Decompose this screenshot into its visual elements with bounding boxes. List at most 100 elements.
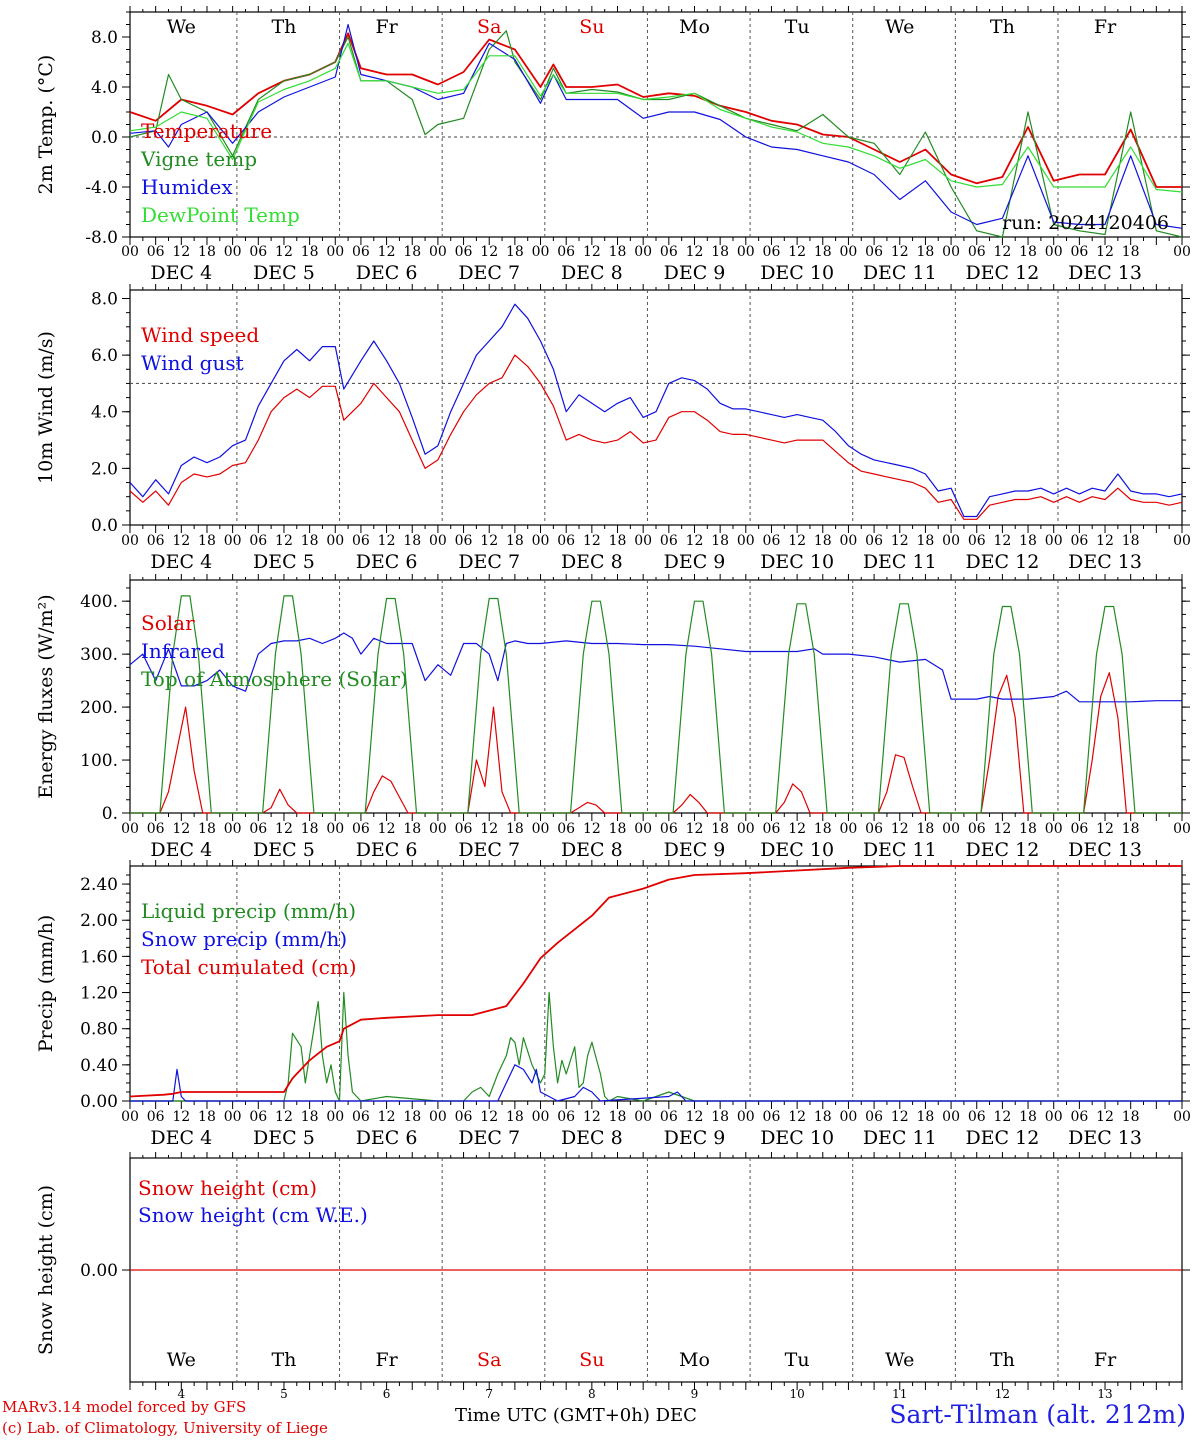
day-number-label: 7: [485, 1387, 493, 1401]
date-label: DEC 12: [965, 551, 1039, 573]
hour-tick-label: 06: [455, 821, 473, 837]
hour-tick-label: 12: [788, 821, 806, 837]
hour-tick-label: 12: [686, 533, 704, 549]
hour-tick-label: 06: [660, 533, 678, 549]
series-line: [129, 303, 1183, 518]
y-tick-label: 0.40: [80, 1056, 118, 1076]
hour-tick-label: 18: [1122, 821, 1140, 837]
legend-entry: Snow height (cm): [138, 1176, 317, 1200]
hour-tick-label: 18: [403, 821, 421, 837]
day-number-label: 6: [383, 1387, 391, 1401]
weekday-label: Fr: [1094, 16, 1117, 38]
hour-tick-label: 12: [275, 1109, 293, 1125]
date-label: DEC 8: [561, 551, 623, 573]
hour-tick-label: 12: [583, 821, 601, 837]
hour-tick-label: 06: [455, 533, 473, 549]
date-label: DEC 11: [863, 262, 937, 284]
y-tick-label: 1.60: [80, 947, 118, 967]
hour-tick-label: 00: [224, 1109, 242, 1125]
hour-tick-label: 06: [968, 821, 986, 837]
weekday-label: Fr: [375, 16, 398, 38]
hour-tick-label: 18: [301, 244, 319, 260]
hour-tick-label: 06: [249, 1109, 267, 1125]
hour-tick-label: 12: [275, 244, 293, 260]
legend-entry: Top of Atmosphere (Solar): [141, 667, 408, 691]
hour-tick-label: 00: [840, 533, 858, 549]
hour-tick-label: 06: [660, 1109, 678, 1125]
hour-tick-label: 12: [480, 533, 498, 549]
weekday-label: Tu: [785, 16, 810, 38]
date-label: DEC 13: [1068, 839, 1142, 861]
series-line: [130, 595, 1182, 814]
y-tick-label: 2.00: [80, 911, 118, 931]
hour-tick-label: 00: [1173, 821, 1191, 837]
date-label: DEC 4: [150, 839, 212, 861]
series-line: [129, 23, 1183, 229]
hour-tick-label: 12: [480, 1109, 498, 1125]
hour-tick-label: 00: [224, 821, 242, 837]
hour-tick-label: 18: [198, 533, 216, 549]
y-tick-label: -4.0: [85, 178, 118, 198]
date-label: DEC 13: [1068, 262, 1142, 284]
hour-tick-label: 06: [147, 533, 165, 549]
day-number-label: 8: [588, 1387, 596, 1401]
legend-entry: Infrared: [141, 639, 225, 663]
hour-tick-label: 06: [147, 244, 165, 260]
hour-tick-label: 00: [1173, 244, 1191, 260]
legend-entry: Temperature: [141, 119, 272, 143]
time-axis-title: Time UTC (GMT+0h) DEC: [455, 1405, 697, 1426]
hour-tick-label: 12: [480, 821, 498, 837]
hour-tick-label: 00: [634, 533, 652, 549]
date-label: DEC 4: [150, 551, 212, 573]
hour-tick-label: 00: [121, 821, 139, 837]
hour-tick-label: 00: [121, 533, 139, 549]
series-line: [129, 354, 1183, 520]
series-line: [129, 865, 1182, 1098]
hour-tick-label: 18: [301, 1109, 319, 1125]
hour-tick-label: 00: [1173, 533, 1191, 549]
hour-tick-label: 18: [403, 244, 421, 260]
hour-tick-label: 00: [121, 1109, 139, 1125]
y-tick-label: 0.80: [80, 1020, 118, 1040]
hour-tick-label: 00: [1045, 821, 1063, 837]
date-label: DEC 7: [458, 551, 520, 573]
hour-tick-label: 12: [1096, 821, 1114, 837]
y-tick-label: 300.: [80, 645, 118, 665]
legend-entry: Wind gust: [141, 351, 244, 375]
y-axis-label: 2m Temp. (°C): [35, 55, 57, 195]
hour-tick-label: 18: [814, 1109, 832, 1125]
hour-tick-label: 06: [352, 1109, 370, 1125]
y-tick-label: 0.: [102, 804, 118, 824]
hour-tick-label: 12: [172, 533, 190, 549]
hour-tick-label: 00: [1045, 244, 1063, 260]
hour-tick-label: 12: [378, 533, 396, 549]
hour-tick-label: 00: [1045, 533, 1063, 549]
hour-tick-label: 12: [583, 244, 601, 260]
date-label: DEC 10: [760, 262, 834, 284]
hour-tick-label: 18: [1122, 533, 1140, 549]
hour-tick-label: 18: [1019, 821, 1037, 837]
weekday-label: We: [167, 16, 196, 38]
legend-entry: Snow precip (mm/h): [141, 927, 347, 951]
hour-tick-label: 06: [147, 821, 165, 837]
hour-tick-label: 00: [532, 244, 550, 260]
y-tick-label: 1.20: [80, 984, 118, 1004]
weekday-label: Sa: [477, 16, 501, 38]
hour-tick-label: 00: [326, 533, 344, 549]
hour-tick-label: 18: [1019, 533, 1037, 549]
series-line: [129, 30, 1183, 238]
date-label: DEC 5: [253, 839, 315, 861]
y-tick-label: 8.0: [91, 289, 118, 309]
weekday-label: Tu: [785, 1349, 810, 1371]
hour-tick-label: 18: [1019, 244, 1037, 260]
y-tick-label: 4.0: [91, 403, 118, 423]
hour-tick-label: 06: [1070, 533, 1088, 549]
hour-tick-label: 06: [968, 1109, 986, 1125]
hour-tick-label: 12: [788, 1109, 806, 1125]
hour-tick-label: 00: [429, 1109, 447, 1125]
hour-tick-label: 18: [711, 1109, 729, 1125]
hour-tick-label: 00: [942, 821, 960, 837]
day-number-label: 13: [1097, 1387, 1112, 1401]
hour-tick-label: 00: [737, 533, 755, 549]
hour-tick-label: 18: [1019, 1109, 1037, 1125]
